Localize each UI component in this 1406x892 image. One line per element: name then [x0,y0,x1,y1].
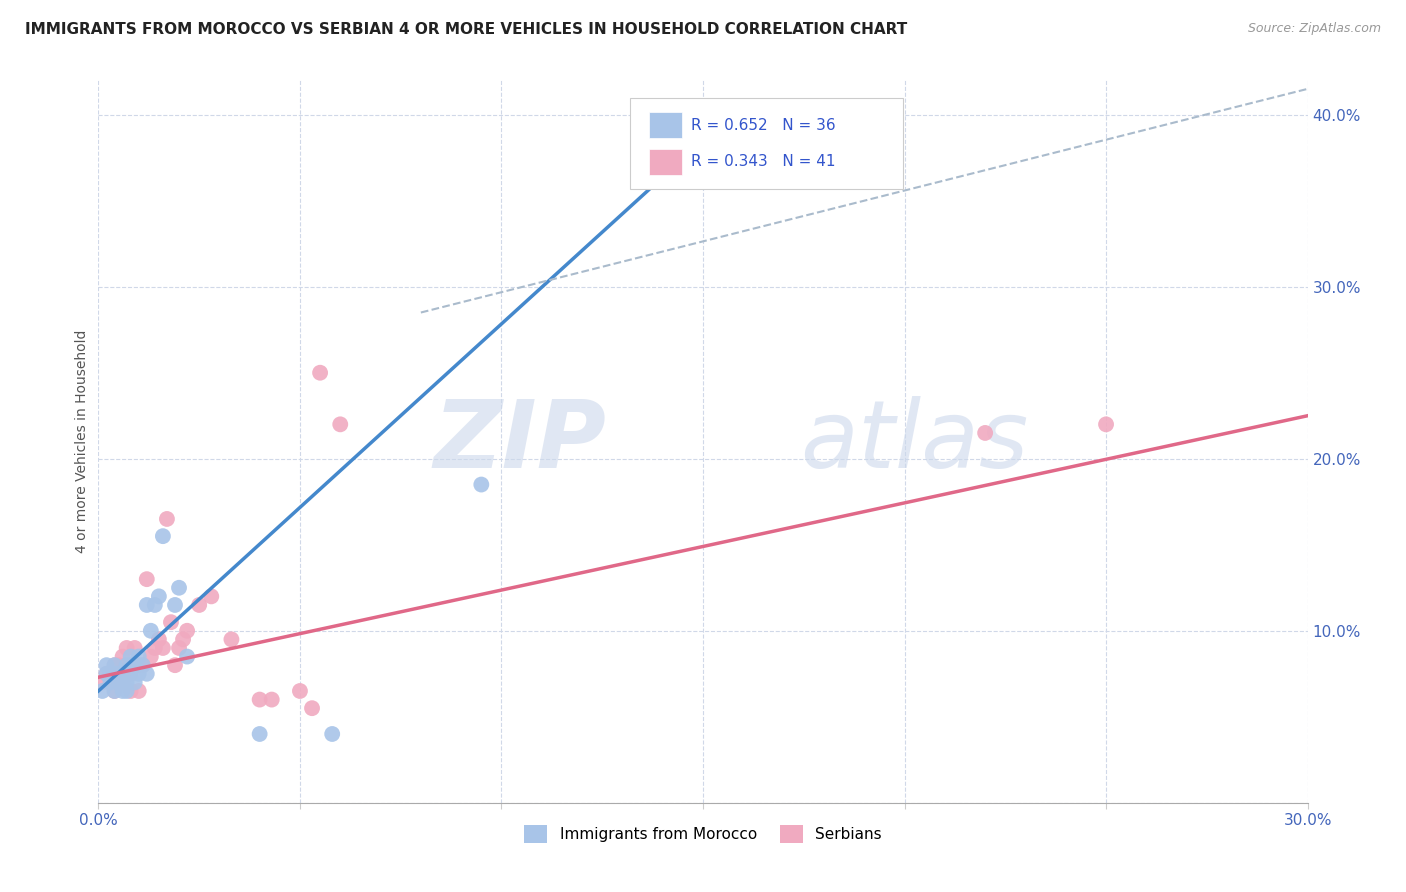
Point [1095,417,1118,432]
Point [100,675,122,690]
Point [135,598,157,612]
Text: Source: ZipAtlas.com: Source: ZipAtlas.com [1247,22,1381,36]
Point [124,658,146,673]
Point [124,658,146,673]
Point [139,624,162,638]
Point [163,658,186,673]
Point [111,675,134,690]
Text: atlas: atlas [800,396,1028,487]
Text: IMMIGRANTS FROM MOROCCO VS SERBIAN 4 OR MORE VEHICLES IN HOUSEHOLD CORRELATION C: IMMIGRANTS FROM MOROCCO VS SERBIAN 4 OR … [25,22,907,37]
Point [120,684,142,698]
Point [96,658,118,673]
Point [91,684,114,698]
Point [135,572,157,586]
Point [148,632,170,647]
Point [91,675,114,690]
Point [96,666,118,681]
Point [156,512,179,526]
Point [128,684,150,698]
Point [249,727,271,741]
Point [120,658,142,673]
Point [176,624,198,638]
Point [163,598,186,612]
FancyBboxPatch shape [648,112,682,138]
Point [148,590,170,604]
Point [96,666,118,681]
Point [152,529,174,543]
Point [135,666,157,681]
Point [176,649,198,664]
Point [107,675,129,690]
Point [167,640,190,655]
Point [128,658,150,673]
Point [103,658,125,673]
Point [103,658,125,673]
Point [132,658,155,673]
Text: R = 0.652   N = 36: R = 0.652 N = 36 [690,118,835,133]
Point [103,684,125,698]
Point [100,666,122,681]
Point [107,675,129,690]
Point [221,632,243,647]
Point [249,692,271,706]
Point [143,640,166,655]
Point [128,666,150,681]
Point [260,692,283,706]
FancyBboxPatch shape [648,149,682,175]
Point [111,684,134,698]
Point [100,666,122,681]
Point [188,598,211,612]
Point [139,649,162,664]
Point [107,658,129,673]
Point [974,425,997,440]
Point [115,658,138,673]
Point [720,108,742,122]
Legend: Immigrants from Morocco, Serbians: Immigrants from Morocco, Serbians [519,819,887,849]
Point [115,666,138,681]
Point [103,666,125,681]
Point [301,701,323,715]
Point [329,417,352,432]
Point [115,658,138,673]
Point [124,640,146,655]
Point [309,366,332,380]
Text: ZIP: ZIP [433,395,606,488]
Point [132,658,155,673]
Point [103,684,125,698]
Point [470,477,492,491]
Point [115,675,138,690]
Point [111,675,134,690]
Point [200,590,222,604]
Point [124,675,146,690]
Point [128,649,150,664]
Point [288,684,311,698]
Point [120,649,142,664]
Point [115,640,138,655]
Y-axis label: 4 or more Vehicles in Household: 4 or more Vehicles in Household [76,330,90,553]
Point [152,640,174,655]
Point [172,632,194,647]
Point [111,649,134,664]
Point [120,666,142,681]
Point [160,615,183,630]
Point [321,727,343,741]
Text: R = 0.343   N = 41: R = 0.343 N = 41 [690,154,835,169]
Point [167,581,190,595]
Point [143,598,166,612]
Point [120,666,142,681]
FancyBboxPatch shape [630,98,903,189]
Point [115,684,138,698]
Point [107,666,129,681]
